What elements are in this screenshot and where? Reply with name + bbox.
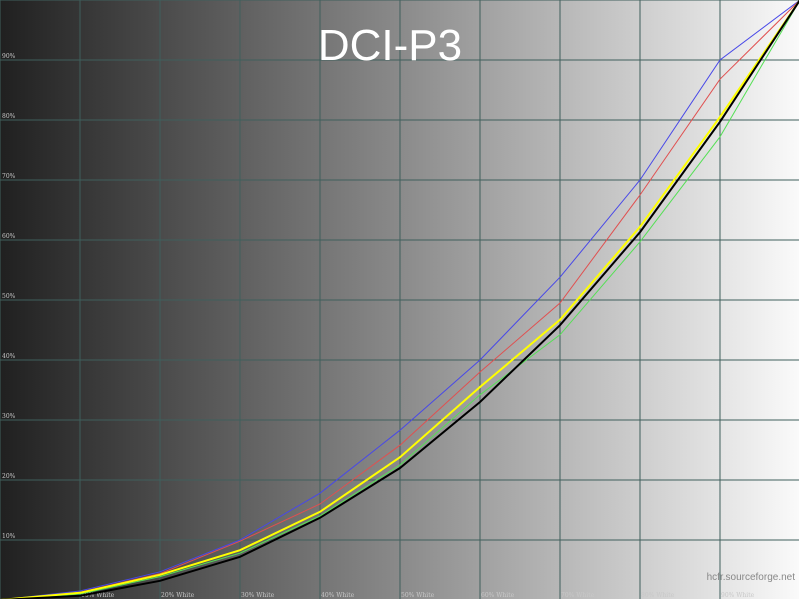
x-tick-label: 10% White bbox=[81, 592, 115, 599]
chart-title: DCI-P3 bbox=[318, 21, 462, 70]
x-tick-label: 80% White bbox=[641, 592, 675, 599]
y-tick-label: 20% bbox=[2, 473, 16, 480]
watermark: hcfr.sourceforge.net bbox=[707, 572, 796, 583]
x-tick-label: 50% White bbox=[401, 592, 435, 599]
y-tick-label: 90% bbox=[2, 53, 16, 60]
x-tick-label: 90% White bbox=[721, 592, 755, 599]
x-tick-label: 60% White bbox=[481, 592, 515, 599]
y-tick-label: 40% bbox=[2, 353, 16, 360]
y-tick-label: 80% bbox=[2, 113, 16, 120]
y-tick-label: 10% bbox=[2, 533, 16, 540]
y-tick-label: 30% bbox=[2, 413, 16, 420]
y-tick-label: 60% bbox=[2, 233, 16, 240]
x-tick-label: 70% White bbox=[561, 592, 595, 599]
x-tick-label: 20% White bbox=[161, 592, 195, 599]
x-tick-label: 40% White bbox=[321, 592, 355, 599]
y-tick-label: 70% bbox=[2, 173, 16, 180]
x-tick-label: 30% White bbox=[241, 592, 275, 599]
y-tick-label: 50% bbox=[2, 293, 16, 300]
